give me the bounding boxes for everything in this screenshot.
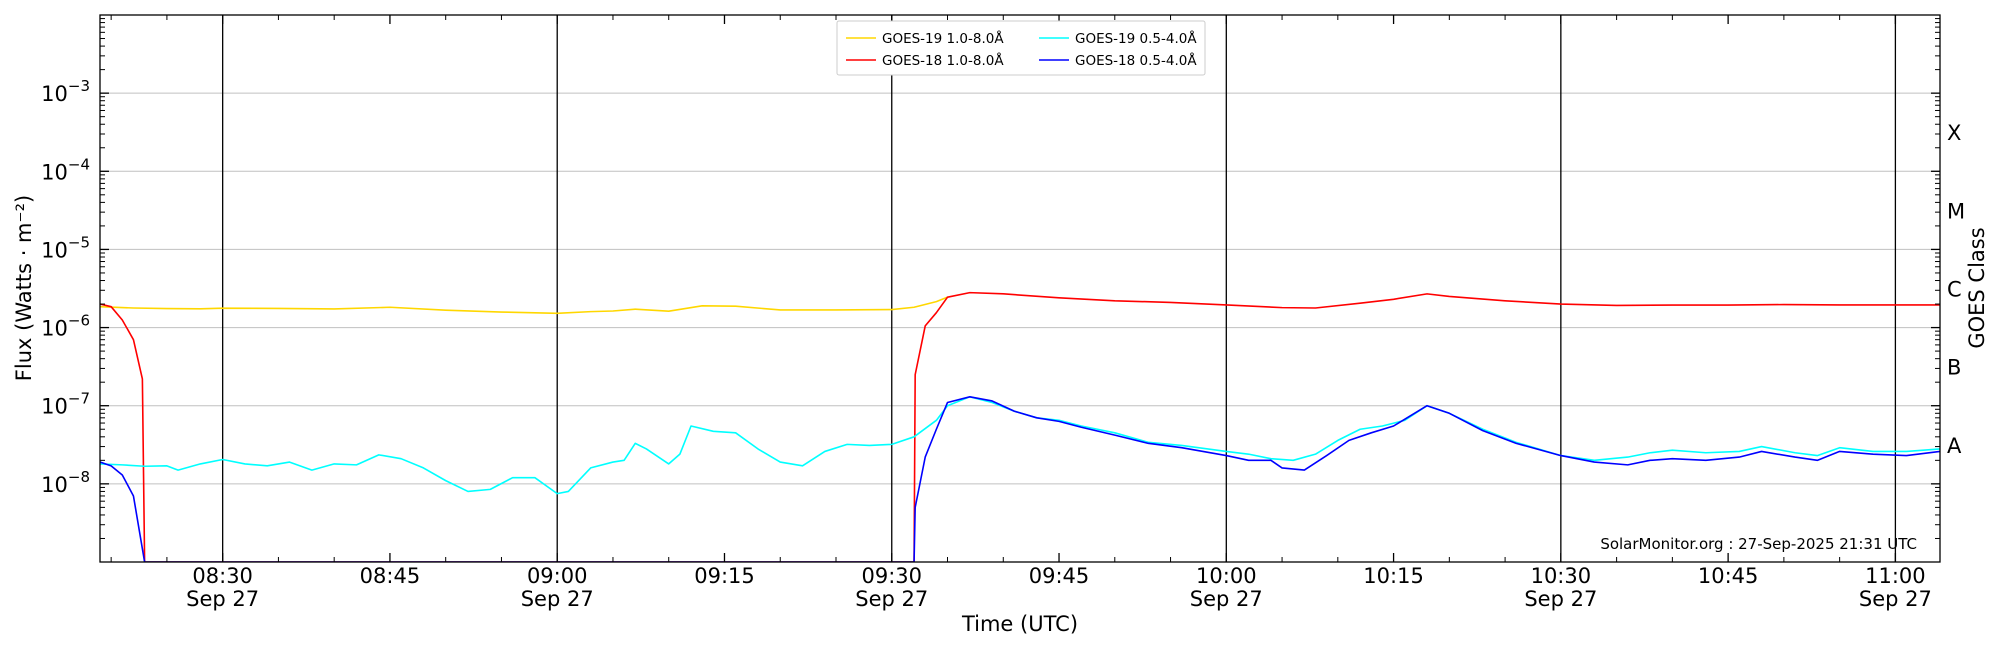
series-line-2 — [100, 396, 1940, 495]
credit-annotation: SolarMonitor.org : 27-Sep-2025 21:31 UTC — [1600, 535, 1917, 553]
legend-box — [836, 20, 1206, 76]
x-tick-label: 10:15 — [1363, 564, 1424, 588]
x-tick-label: 09:30 — [861, 564, 922, 588]
legend: GOES-19 1.0-8.0Å GOES-19 0.5-4.0Å GOES-18 … — [836, 20, 1206, 76]
goes-class-a: A — [1947, 434, 1962, 458]
y-tick-label: 10−3 — [41, 77, 90, 106]
goes-class-labels: A B C M X — [1947, 121, 1965, 458]
y-axis-ticks: 10−8 10−7 10−6 10−5 10−4 10−3 — [41, 18, 1940, 539]
x-tick-label: 09:00 — [527, 564, 588, 588]
x-tick-date: Sep 27 — [186, 587, 259, 611]
goes-class-c: C — [1947, 278, 1962, 302]
x-tick-date: Sep 27 — [1524, 587, 1597, 611]
x-tick-date: Sep 27 — [855, 587, 928, 611]
y-tick-label: 10−8 — [41, 468, 90, 497]
x-tick-label: 08:45 — [360, 564, 421, 588]
legend-entry: GOES-19 0.5-4.0Å — [1075, 30, 1197, 47]
x-tick-label: 09:45 — [1029, 564, 1090, 588]
goes-class-m: M — [1947, 199, 1965, 223]
plot-frame — [99, 14, 1941, 563]
x-tick-label: 08:30 — [192, 564, 253, 588]
series-line-1 — [100, 291, 1940, 562]
legend-entry: GOES-18 1.0-8.0Å — [882, 52, 1004, 69]
series-lines — [100, 291, 1940, 562]
x-tick-date: Sep 27 — [521, 587, 594, 611]
x-axis-title: Time (UTC) — [961, 612, 1078, 636]
x-tick-label: 10:30 — [1531, 564, 1592, 588]
goes-class-b: B — [1947, 356, 1961, 380]
x-tick-label: 09:15 — [694, 564, 755, 588]
legend-entry: GOES-19 1.0-8.0Å — [882, 30, 1004, 47]
x-tick-label: 11:00 — [1865, 564, 1926, 588]
x-tick-label: 10:45 — [1698, 564, 1759, 588]
y-tick-label: 10−5 — [41, 233, 90, 262]
grid-lines — [100, 92, 1940, 485]
y2-axis-title: GOES Class — [1965, 227, 1989, 348]
series-line-3 — [100, 396, 1940, 562]
x-tick-date: Sep 27 — [1190, 587, 1263, 611]
day-vertical-lines — [222, 15, 1897, 562]
goes-class-x: X — [1947, 121, 1961, 145]
y-tick-label: 10−4 — [41, 155, 90, 184]
y-axis-title: Flux (Watts · m⁻²) — [12, 195, 36, 381]
y-tick-label: 10−7 — [41, 390, 90, 419]
x-tick-date: Sep 27 — [1859, 587, 1932, 611]
legend-entry: GOES-18 0.5-4.0Å — [1075, 52, 1197, 69]
x-tick-label: 10:00 — [1196, 564, 1257, 588]
series-line-0 — [100, 296, 948, 315]
y-tick-label: 10−6 — [41, 312, 90, 341]
